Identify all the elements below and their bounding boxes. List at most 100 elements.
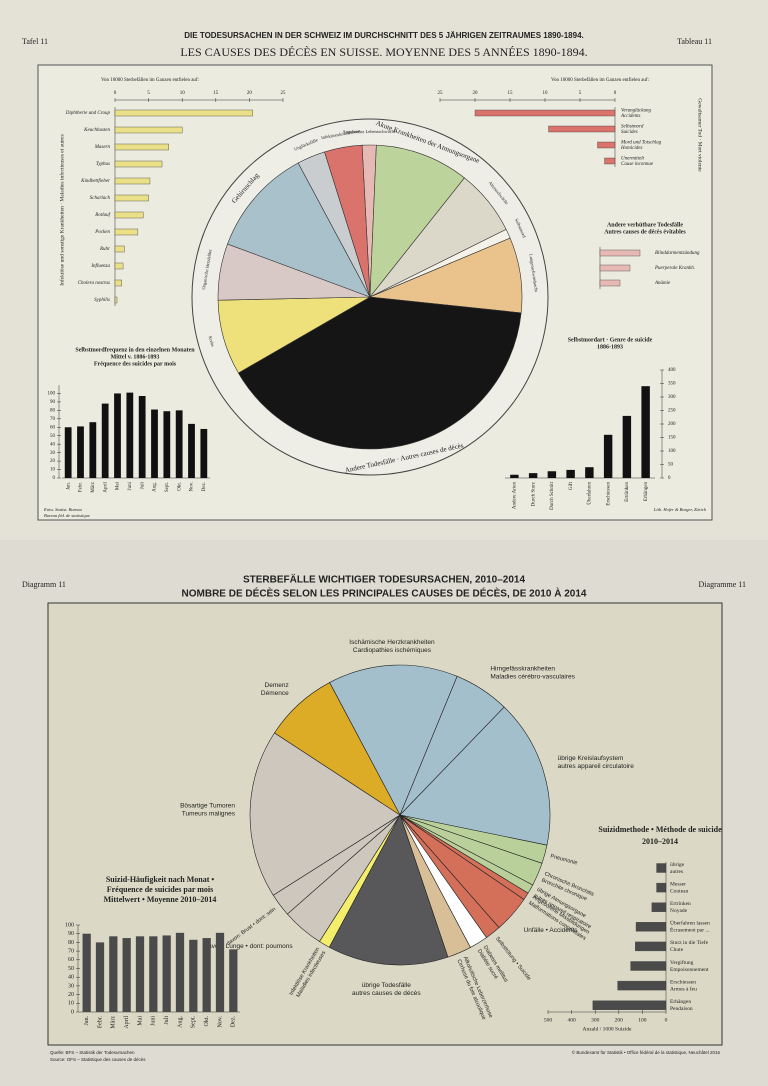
category-label: Syphilis <box>94 298 110 303</box>
category-label: Mord und Totschlag <box>620 140 662 145</box>
slice-label: Hirngefässkrankheiten <box>490 666 555 673</box>
bar <box>215 932 225 1012</box>
source: Source: OFS – Statistique des causes de … <box>50 1057 146 1062</box>
bar <box>641 386 650 478</box>
copyright: © Bundesamt für Statistik • Office fédér… <box>572 1049 721 1055</box>
bar <box>630 961 667 971</box>
x-tick-label: Febr. <box>97 1016 103 1029</box>
x-tick-label: Jan. <box>66 482 71 490</box>
category-label: Vergiftung <box>670 959 694 966</box>
title: STERBEFÄLLE WICHTIGER TODESURSACHEN, 201… <box>243 573 526 586</box>
x-tick-label: Nov. <box>190 482 195 492</box>
category-label: Messer <box>670 881 686 887</box>
y-tick-label: 90 <box>68 931 74 937</box>
y-tick-label: 50 <box>668 463 674 468</box>
chart-title: Von 10000 Sterbefällen im Ganzen entfiel… <box>551 78 649 83</box>
x-tick-label: 25 <box>281 91 287 96</box>
bar <box>617 980 667 991</box>
chart-title: Mittelwert • Moyenne 2010–2014 <box>104 895 217 904</box>
y-tick-label: 100 <box>48 392 56 397</box>
x-tick-label: 200 <box>615 1017 624 1023</box>
x-tick-label: Ertränken <box>625 482 630 502</box>
x-tick-label: 5 <box>147 91 150 96</box>
bar <box>138 395 146 478</box>
slice-label: übrige Kreislaufsystem <box>558 755 624 762</box>
x-tick-label: März <box>111 1016 117 1029</box>
x-tick-label: 0 <box>665 1017 668 1023</box>
x-tick-label: Gift <box>569 481 574 490</box>
slice-label: Angeborene Lebensschwäche <box>342 129 396 134</box>
category-label: Überfahren lassen <box>670 920 710 927</box>
y-tick-label: 0 <box>71 1009 74 1015</box>
x-tick-label: 5 <box>579 91 582 96</box>
x-tick-label: Juni <box>151 1016 157 1026</box>
x-tick-label: 500 <box>544 1017 553 1023</box>
bar <box>585 467 594 478</box>
category-label: Erschiessen <box>670 979 696 985</box>
pie-slice <box>328 814 449 966</box>
category-label: Cause inconnue <box>621 162 654 167</box>
x-tick-label: Dez. <box>231 1016 237 1028</box>
category-label: Suicides <box>621 130 638 135</box>
bar <box>109 936 118 1012</box>
y-tick-label: 60 <box>68 957 74 963</box>
category-label: Kindbettfieber <box>80 179 110 184</box>
y-tick-label: 90 <box>50 400 56 405</box>
pie-slice <box>249 732 401 896</box>
bar <box>162 935 171 1012</box>
chart-title: 2010–2014 <box>642 837 678 846</box>
x-tick-label: Mai <box>137 1016 143 1026</box>
x-tick-label: April <box>103 481 108 492</box>
y-tick-label: 250 <box>668 409 676 414</box>
y-tick-label: 50 <box>68 966 74 972</box>
x-tick-label: Überfahren <box>587 482 593 505</box>
slice-label: Ischämische Herzkrankheiten <box>349 639 435 646</box>
source: Quelle: BFS – Statistik der Todesursache… <box>50 1050 135 1055</box>
category-label: Ruhr <box>99 247 110 252</box>
x-tick-label: Sept. <box>191 1016 197 1029</box>
chart-title: Suizidmethode • Méthode de suicide <box>598 825 722 834</box>
bar <box>599 264 631 272</box>
credit: Bureau féd. de statistique <box>44 513 90 518</box>
bar <box>651 902 667 912</box>
category-label: Cholera nostras <box>78 281 110 286</box>
bar <box>566 469 575 478</box>
category-label: Blinddarmentzündung <box>655 251 700 256</box>
category-label: Couteau <box>670 888 689 894</box>
y-tick-label: 200 <box>668 422 676 427</box>
y-tick-label: 30 <box>50 451 56 456</box>
bar <box>175 932 185 1012</box>
slice-label: autres appareil circulatoire <box>558 763 635 770</box>
axis-label: Anzahl / 1000 Suizide <box>582 1026 632 1032</box>
category-label: Diphtherie und Croup <box>65 111 111 116</box>
title: DIE TODESURSACHEN IN DER SCHWEIZ IM DURC… <box>184 31 583 40</box>
category-label: Masern <box>94 145 111 150</box>
slice-label: Organische Herzfehler <box>201 248 213 290</box>
bar <box>656 863 667 873</box>
bar <box>114 109 253 117</box>
category-label: Écrasement par ... <box>670 926 710 934</box>
category-label: übrige <box>670 862 685 868</box>
category-label: Sturz in die Tiefe <box>670 939 709 946</box>
y-tick-label: 350 <box>668 382 676 387</box>
x-tick-label: Sept. <box>165 482 170 492</box>
bar <box>126 392 134 478</box>
y-tick-label: 150 <box>668 436 676 441</box>
bar <box>548 125 616 133</box>
bar <box>114 279 122 287</box>
y-tick-label: 30 <box>68 983 74 989</box>
axis-label: Infektiöse und sonstige Krankheiten · Ma… <box>58 134 65 286</box>
x-tick-label: Aug. <box>177 1016 183 1028</box>
y-tick-label: 80 <box>68 940 74 946</box>
bar <box>135 936 145 1012</box>
y-tick-label: 20 <box>50 459 56 464</box>
chart-title: Selbstmordart · Genre de suicide <box>568 337 653 343</box>
y-tick-label: 0 <box>53 476 56 481</box>
x-tick-label: Andere Arten <box>513 482 518 510</box>
x-tick-label: 15 <box>508 91 514 96</box>
chart-title: Selbstmordfrequenz in den einzelnen Mona… <box>75 347 195 353</box>
slice-label: Démence <box>261 690 289 697</box>
chart-title: 1886-1893 <box>597 344 623 350</box>
x-tick-label: 25 <box>438 91 444 96</box>
